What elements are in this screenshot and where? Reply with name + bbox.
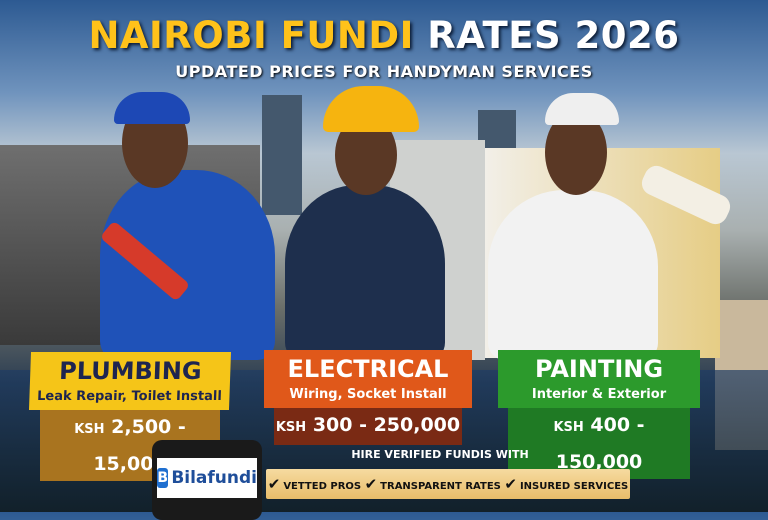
service-title: ELECTRICAL [287, 355, 449, 383]
plumber-figure [100, 170, 275, 360]
electrician-figure [285, 185, 445, 360]
hard-hat [323, 86, 419, 132]
service-title: PAINTING [534, 355, 664, 383]
cap [114, 92, 190, 124]
check-icon: ✔ [364, 475, 378, 493]
service-description: Leak Repair, Toilet Install [36, 389, 223, 404]
page-subtitle: UPDATED PRICES FOR HANDYMAN SERVICES [175, 62, 593, 81]
features-bar: ✔ VETTED PROS ✔ TRANSPARENT RATES ✔ INSURED… [266, 469, 630, 499]
service-price: KSH 400 - 150,000 [508, 408, 690, 479]
feature-item: ✔ TRANSPARENT RATES [364, 475, 501, 493]
service-description: Interior & Exterior [531, 387, 667, 402]
check-icon: ✔ [504, 475, 517, 493]
feature-item: ✔ VETTED PROS [267, 475, 362, 493]
skyscraper [262, 95, 302, 215]
service-card-electrical: ELECTRICAL Wiring, Socket Install KSH 30… [264, 350, 472, 445]
feature-item: ✔ INSURED SERVICES [504, 475, 629, 493]
phone-mockup: B Bilafundi [152, 440, 262, 520]
cap [545, 93, 619, 125]
page-title: NAIROBI FUNDI RATES 2026 [88, 14, 680, 57]
service-price: KSH 300 - 250,000 [274, 408, 462, 445]
service-description: Wiring, Socket Install [289, 387, 447, 402]
service-card-painting: PAINTING Interior & Exterior KSH 400 - 1… [498, 350, 700, 479]
check-icon: ✔ [267, 475, 281, 493]
service-title: PLUMBING [58, 357, 203, 385]
cta-heading: HIRE VERIFIED FUNDIS WITH [351, 448, 529, 461]
painter-figure [488, 190, 658, 360]
logo-mark-icon: B [157, 468, 169, 488]
app-logo: B Bilafundi [157, 458, 257, 498]
